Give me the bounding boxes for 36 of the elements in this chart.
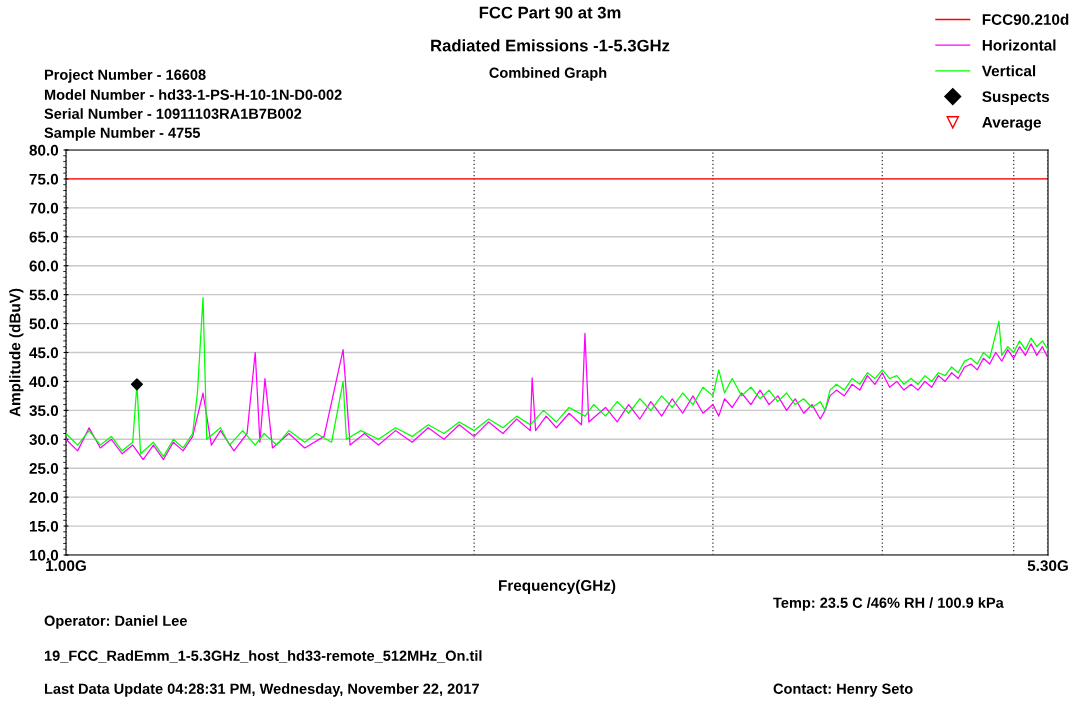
y-tick-label: 45.0: [29, 347, 59, 359]
y-tick-label: 65.0: [29, 231, 59, 243]
text: 19_FCC_RadEmm_1-5.3GHz_host_hd33-remote_512MHz_On.til: [44, 650, 482, 663]
x-axis-title: Frequency(GHz): [499, 579, 616, 594]
y-tick-label: 60.0: [29, 260, 59, 272]
text: Model Number - hd33-1-PS-H-10-1N-D0-002: [44, 89, 342, 100]
y-tick-label: 55.0: [29, 289, 59, 301]
y-tick-label: 75.0: [29, 173, 59, 185]
y-axis-title: Amplitude (dBuV): [9, 288, 24, 417]
text: Temp: 23.5 C /46% RH / 100.9 kPa: [773, 597, 1004, 611]
legend-label: Horizontal: [982, 39, 1056, 51]
text: Contact: Henry Seto: [773, 683, 913, 697]
chart-subtitle: Radiated Emissions -1-5.3GHz: [431, 39, 670, 52]
y-tick-label: 20.0: [29, 492, 59, 503]
x-tick-label: 5.30G: [1027, 560, 1068, 572]
y-tick-label: 10.0: [29, 549, 59, 561]
legend-label: Vertical: [981, 65, 1036, 77]
y-tick-label: 15.0: [29, 520, 59, 532]
text: Project Number - 16608: [44, 69, 206, 83]
legend-label: Average: [982, 117, 1041, 131]
y-tick-label: 40.0: [29, 376, 59, 388]
y-tick-label: 35.0: [29, 405, 59, 417]
text: Last Data Update 04:28:31 PM, Wednesday, November 22, 2017: [44, 683, 479, 697]
y-tick-label: 70.0: [29, 202, 59, 214]
legend-label: Suspects: [982, 91, 1050, 106]
chart-title: FCC Part 90 at 3m: [479, 6, 621, 19]
y-tick-label: 80.0: [29, 144, 59, 156]
legend-label: FCC90.210d: [982, 13, 1069, 25]
y-tick-label: 50.0: [29, 318, 59, 330]
text: Sample Number - 4755: [44, 127, 201, 141]
text: Serial Number - 10911103RA1B7B002: [44, 108, 302, 119]
y-tick-label: 30.0: [29, 434, 59, 445]
text: Operator: Daniel Lee: [44, 615, 187, 629]
text: Combined Graph: [489, 67, 607, 81]
y-tick-label: 25.0: [29, 463, 59, 474]
x-tick-label: 1.00G: [46, 560, 86, 572]
